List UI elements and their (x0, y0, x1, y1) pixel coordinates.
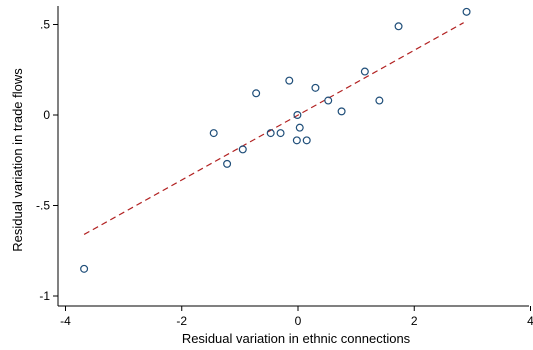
x-tick-label: -4 (60, 314, 71, 328)
x-tick-label: 4 (527, 314, 533, 328)
y-tick-label: -.5 (36, 199, 50, 213)
x-tick-label: 2 (411, 314, 418, 328)
x-axis-title: Residual variation in ethnic connections (182, 331, 411, 346)
y-tick-label: .5 (40, 18, 50, 32)
x-tick-label: 0 (295, 314, 302, 328)
y-axis-title: Residual variation in trade flows (10, 68, 25, 252)
y-tick-label: 0 (43, 108, 50, 122)
y-tick-label: -1 (39, 289, 50, 303)
x-tick-label: -2 (176, 314, 187, 328)
